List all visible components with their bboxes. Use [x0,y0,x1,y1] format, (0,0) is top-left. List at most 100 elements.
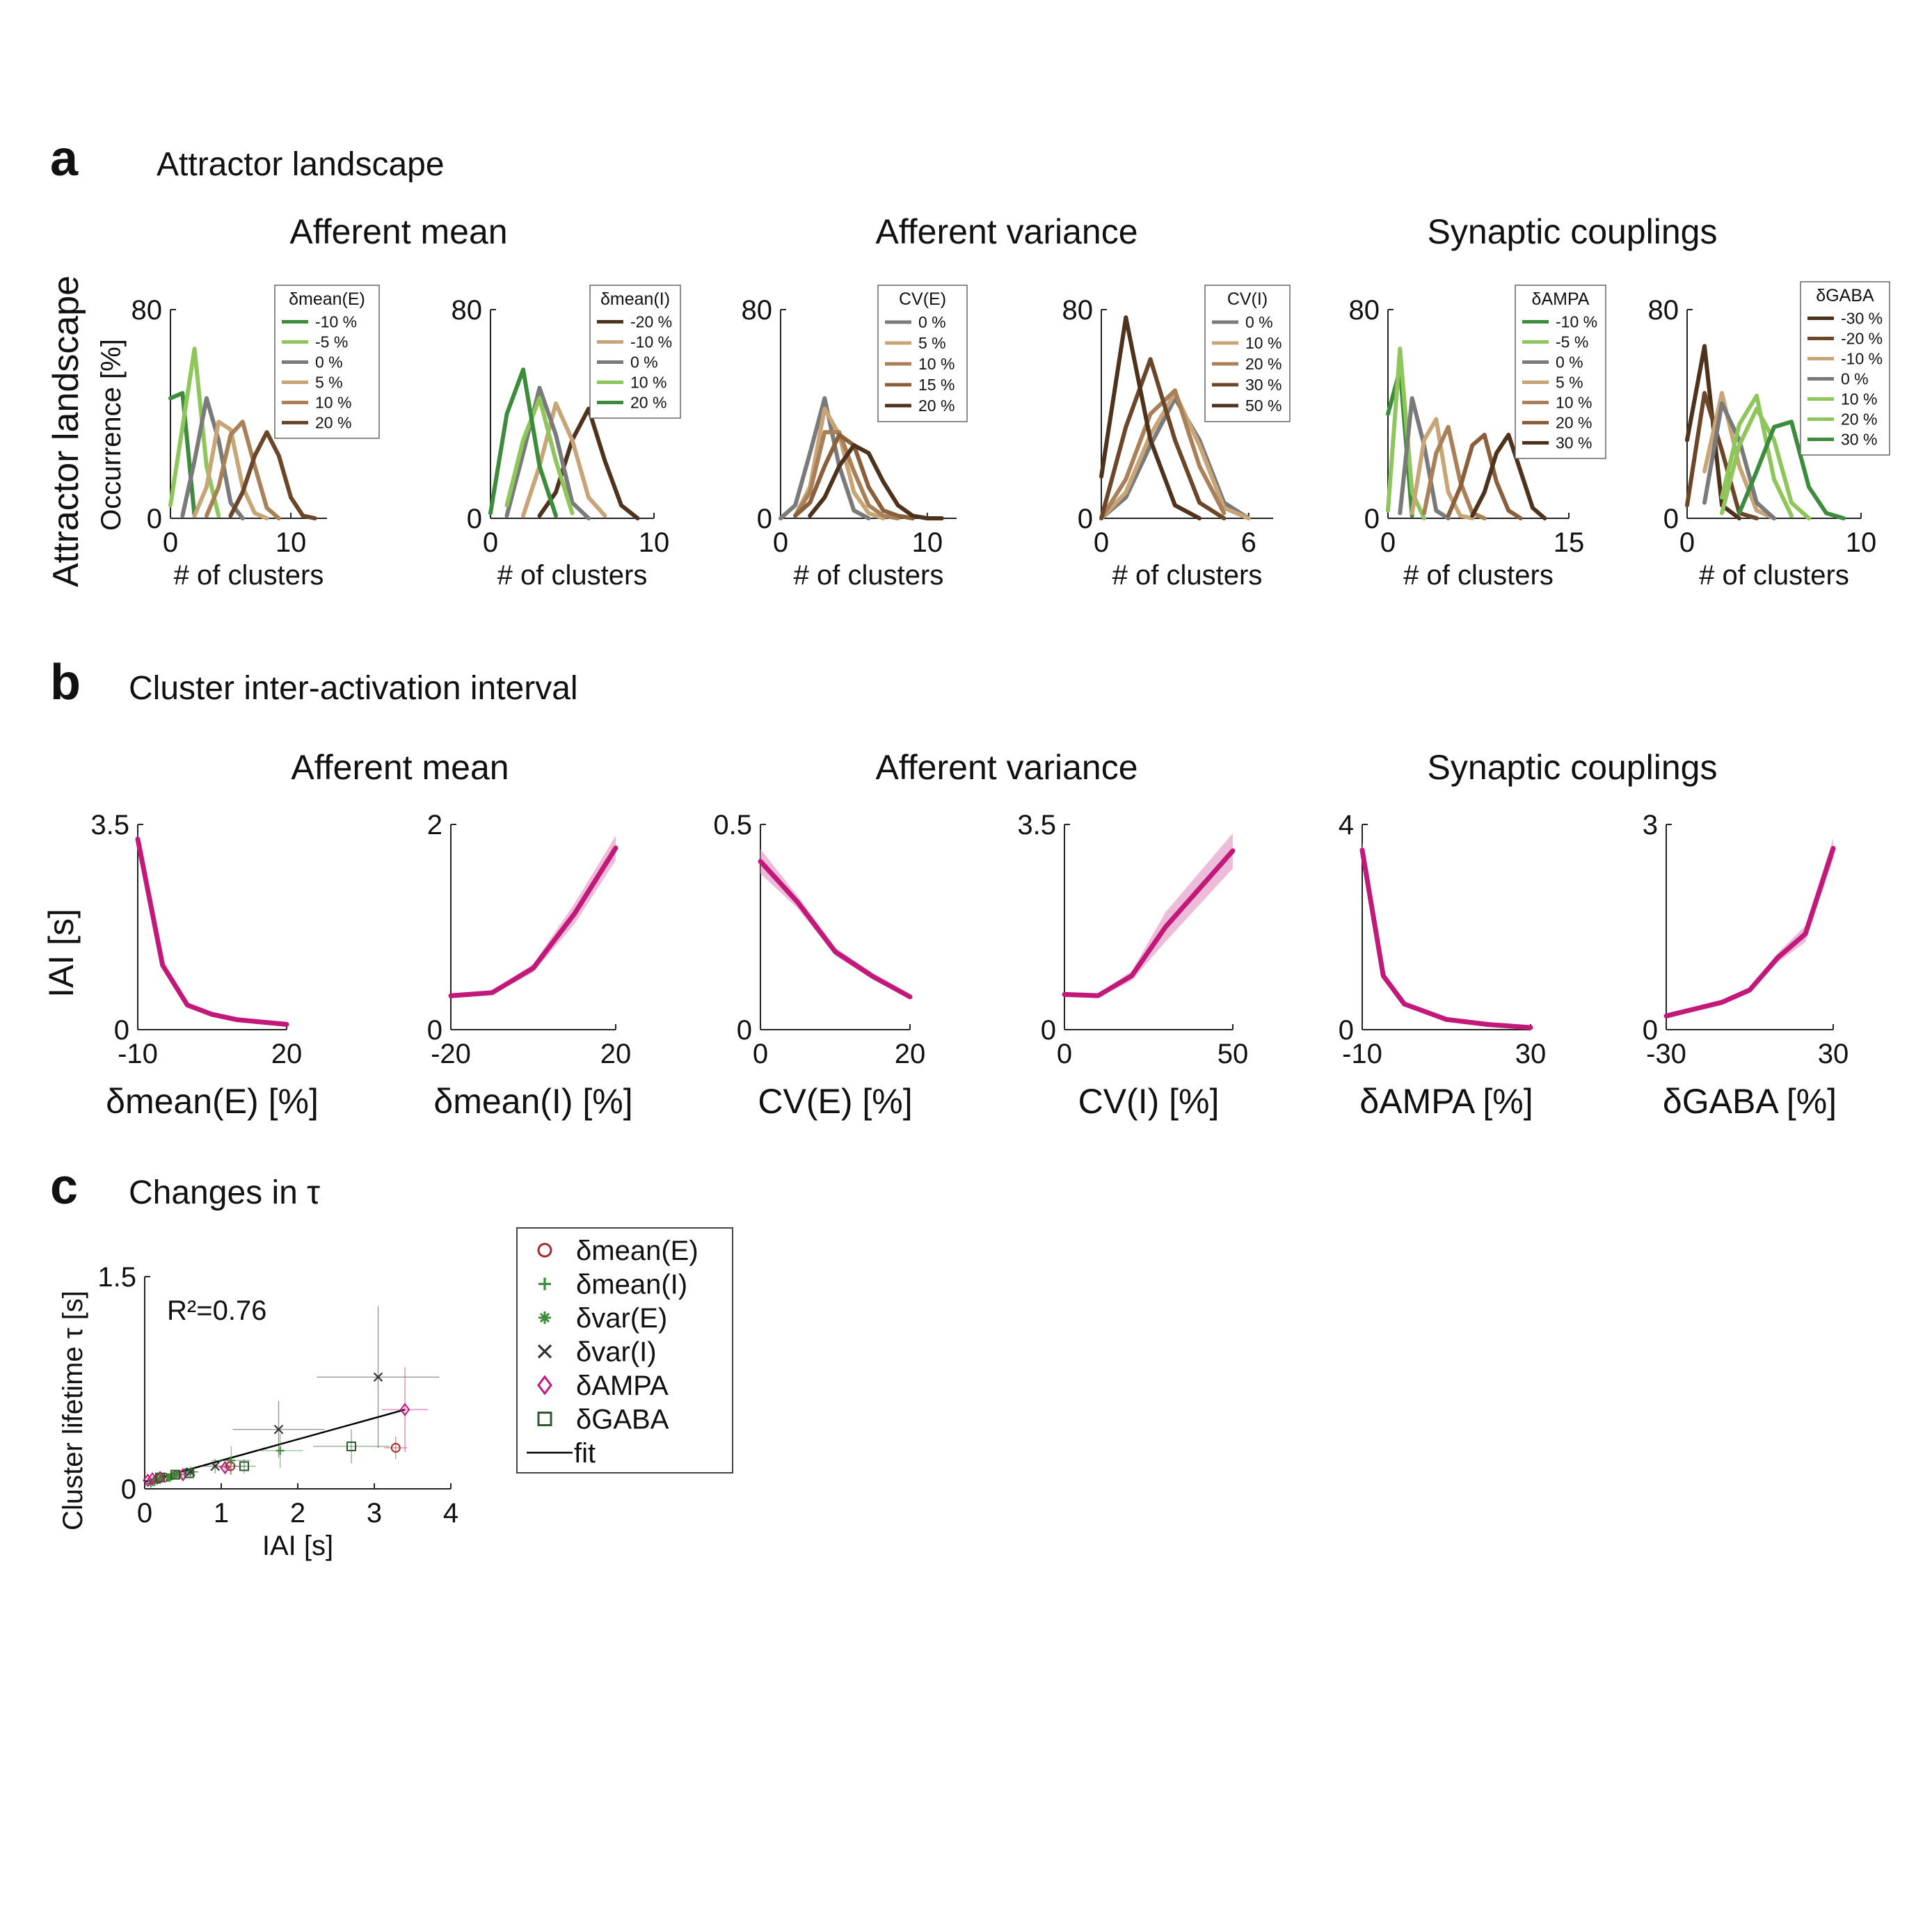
chart-a1: 0 80 0 10# of clusters Occurrence [%] δmean(E… [96,285,380,591]
legend-label: 30 % [1556,434,1592,452]
y-axis-label: Cluster lifetime τ [s] [58,1291,88,1531]
scatter-point [210,1461,220,1471]
legend-label: -10 % [630,333,672,351]
legend-label: 0 % [315,353,343,372]
series-line [504,385,591,520]
series-line [793,430,900,520]
scatter-point [373,1372,383,1382]
y-tick-label: 80 [1062,295,1094,326]
panel-a-title: Attractor landscape [157,146,445,183]
chart-a5: 0 80 0 15# of clusters δAMPA -10 % -5 % 0 % 5 % 1… [1349,285,1606,591]
chart-b2: 0 2 -20 20 δmean(I) [%] [427,810,633,1121]
x-axis-label: δGABA [%] [1663,1082,1837,1121]
legend-label: δvar(I) [576,1337,657,1368]
series-line [488,367,558,518]
series-line [448,845,618,998]
y-tick-label: 80 [131,295,163,326]
x-axis-label: # of clusters [794,560,944,591]
x-tick-label: 20 [600,1039,632,1069]
scatter-point [239,1461,249,1471]
legend-title: δmean(E) [289,289,365,309]
y-tick-label: 0 [427,1015,442,1046]
error-band [138,834,287,1026]
x-tick-label: -30 [1646,1039,1686,1069]
y-tick-label: 0 [737,1015,752,1046]
scatter-point [220,1460,230,1475]
x-tick-label: 1 [214,1498,229,1528]
x-tick-label: 30 [1515,1039,1547,1069]
y-tick-label: 0 [147,504,162,534]
scatter-point [399,1403,410,1416]
series-line [228,430,317,520]
x-axis-label: CV(I) [%] [1078,1082,1220,1121]
y-tick-label: 80 [1349,295,1380,326]
series-line [1702,401,1776,520]
scatter-point [154,1474,163,1483]
legend-label: fit [574,1438,596,1469]
legend-label: 10 % [315,394,351,412]
x-tick-label: 20 [271,1039,303,1069]
legend-box [1800,281,1890,456]
y-tick-label: 80 [1648,295,1679,326]
chart-c: 0 1.5 0 1 2 3 4 IAI [s] Cluster lifetime τ [s] R²… [58,1227,733,1561]
x-tick-label: 10 [1846,527,1877,558]
y-tick-label: 2 [427,810,442,840]
x-tick-label: -10 [1342,1039,1382,1069]
panel-b-title: Cluster inter-activation interval [129,670,578,707]
series-line [1470,433,1547,520]
y-tick-label: 4 [1339,810,1354,840]
x-tick-label: 10 [639,527,670,558]
x-tick-label: 3 [367,1498,382,1528]
legend-title: CV(I) [1227,289,1268,309]
legend-label: -5 % [1556,333,1588,351]
y-tick-label: 0 [1643,1015,1658,1046]
y-tick-label: 0 [121,1474,136,1505]
legend-marker [537,1375,552,1396]
series-line [521,401,607,518]
legend-label: δvar(E) [576,1303,667,1334]
x-tick-label: 0 [1380,527,1396,558]
series-line [135,836,289,1027]
scatter-point [346,1442,356,1451]
legend-label: 0 % [630,353,658,372]
legend-label: 0 % [1245,313,1273,331]
scatter-point [172,1470,181,1479]
legend-label: 0 % [1841,370,1869,388]
series-line [1446,433,1523,520]
panel-b-group-couplings-title: Synaptic couplings [1428,748,1718,787]
legend-label: δmean(E) [576,1236,698,1266]
legend-label: 0 % [918,313,946,331]
legend-box [1515,285,1606,459]
legend-label: 20 % [315,414,351,432]
legend-label: 20 % [1841,410,1877,429]
x-axis-label: CV(E) [%] [758,1082,912,1121]
chart-b4: 0 3.5 0 50 CV(I) [%] [1017,810,1248,1121]
legend-label: 10 % [1245,334,1282,352]
legend-box [1204,285,1291,422]
y-tick-label: 0 [1339,1015,1354,1046]
x-tick-label: 0 [1057,1039,1072,1069]
error-band [451,836,616,998]
x-tick-label: 20 [895,1039,926,1069]
series-line [1099,315,1202,520]
x-axis-label: δmean(I) [%] [433,1082,632,1121]
x-tick-label: 0 [1679,527,1695,558]
y-tick-label: 3 [1643,810,1658,840]
legend-label: 20 % [1556,414,1592,432]
series-line [1359,847,1533,1030]
scatter-point [276,1446,285,1455]
series-line [1702,391,1776,520]
series-line [1386,346,1426,520]
panel-a-group-variance-title: Afferent variance [875,212,1137,251]
legend-label: 50 % [1245,397,1282,415]
series-line [204,420,281,520]
x-tick-label: 0 [163,527,178,558]
x-tick-label: 0 [483,527,498,558]
x-tick-label: 4 [443,1498,458,1528]
legend-label: -20 % [1841,330,1883,348]
y-tick-label: 0 [1663,504,1679,534]
series-line [168,346,221,518]
series-line [1099,357,1227,520]
chart-b3: 0 0.5 0 20 CV(E) [%] [713,810,925,1121]
series-line [180,396,245,520]
